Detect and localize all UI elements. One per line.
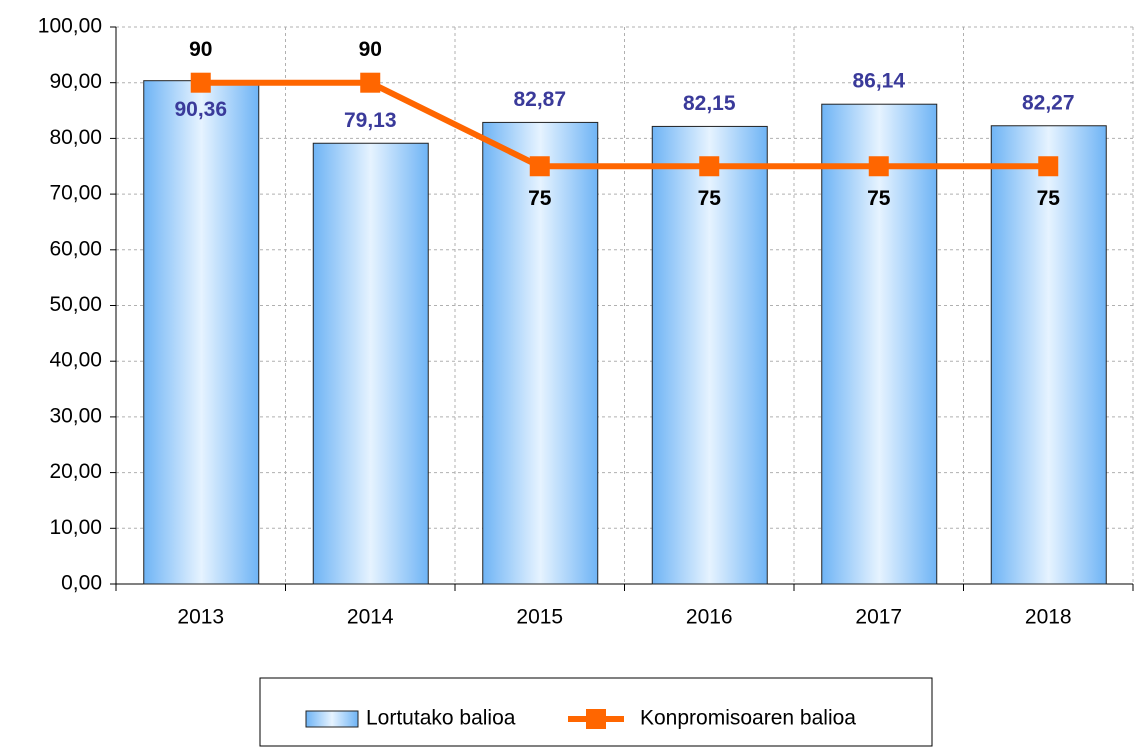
x-tick-label: 2013 [177,606,224,629]
y-tick-label: 70,00 [49,182,102,205]
legend-bar-swatch [305,710,359,728]
y-tick-label: 100,00 [38,15,102,38]
x-tick-label: 2014 [347,606,394,629]
y-tick-label: 50,00 [49,293,102,316]
y-tick-label: 10,00 [49,516,102,539]
line-value-label: 90 [359,38,382,61]
bar-value-label: 82,27 [1022,91,1075,114]
line-marker [868,156,889,177]
line-marker [360,72,381,93]
line-marker [1038,156,1059,177]
x-tick-label: 2017 [855,606,902,629]
y-tick-label: 30,00 [49,404,102,427]
y-tick-label: 90,00 [49,70,102,93]
legend-line-marker [586,709,606,729]
y-tick-label: 60,00 [49,237,102,260]
y-tick-label: 20,00 [49,460,102,483]
bar-value-label: 82,15 [683,92,736,115]
line [200,79,1049,170]
bar-value-label: 79,13 [344,109,397,132]
x-tick-label: 2018 [1025,606,1072,629]
bar-value-label: 82,87 [513,88,566,111]
bar [651,125,768,585]
y-tick-label: 0,00 [61,572,102,595]
y-tick-label: 40,00 [49,349,102,372]
bar-value-label: 86,14 [852,70,905,93]
bar [990,125,1107,585]
line-marker [190,72,211,93]
bar [143,80,260,585]
line-marker [529,156,550,177]
legend-label: Konpromisoaren balioa [640,707,856,730]
x-tick-label: 2016 [686,606,733,629]
bar [821,103,938,585]
y-tick-label: 80,00 [49,126,102,149]
x-tick-label: 2015 [516,606,563,629]
line-marker [699,156,720,177]
bar-value-label: 90,36 [174,98,227,121]
legend-label: Lortutako balioa [366,707,516,730]
line-value-label: 75 [1037,187,1061,210]
line-value-label: 75 [528,187,552,210]
line-value-label: 75 [698,187,722,210]
bar [312,142,429,585]
bar [482,121,599,585]
line-value-label: 90 [189,38,212,61]
line-value-label: 75 [867,187,891,210]
